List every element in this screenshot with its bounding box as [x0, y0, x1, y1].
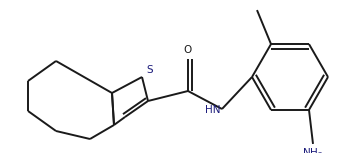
Text: S: S [146, 65, 153, 75]
Text: O: O [184, 45, 192, 55]
Text: HN: HN [204, 105, 220, 115]
Text: NH$_2$: NH$_2$ [303, 146, 324, 153]
